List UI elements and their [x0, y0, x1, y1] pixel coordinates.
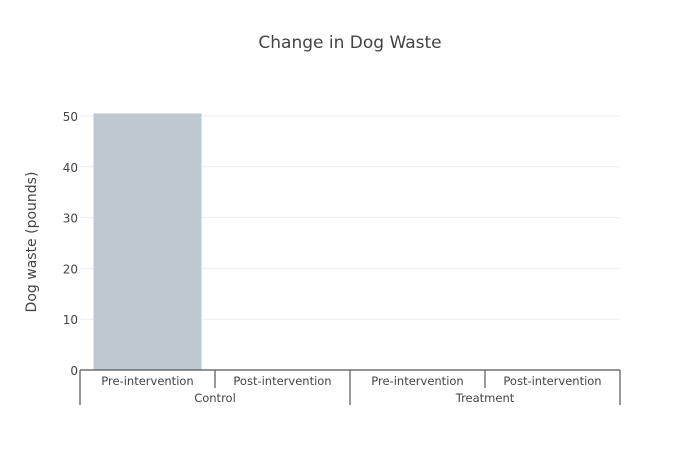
- y-tick-label: 10: [63, 313, 78, 327]
- bar-0: [93, 113, 202, 371]
- x-group-label: Control: [194, 391, 236, 405]
- x-tick-label: Pre-intervention: [101, 374, 193, 388]
- y-tick-label: 50: [63, 110, 78, 124]
- grid-layer: [80, 115, 620, 320]
- y-tick-label: 40: [63, 161, 78, 175]
- chart-title: Change in Dog Waste: [258, 33, 442, 53]
- x-tick-label: Post-intervention: [503, 374, 601, 388]
- y-tick-label: 20: [63, 262, 78, 276]
- x-tick-label: Pre-intervention: [371, 374, 463, 388]
- x-group-label: Treatment: [455, 391, 515, 405]
- y-tick-label: 0: [70, 364, 78, 378]
- x-tick-label: Post-intervention: [233, 374, 331, 388]
- bar-layer: [93, 113, 202, 371]
- axis-layer: 0 10 20 30 40 50 Pre-intervention Post-interven…: [63, 110, 621, 405]
- y-tick-label: 30: [63, 212, 78, 226]
